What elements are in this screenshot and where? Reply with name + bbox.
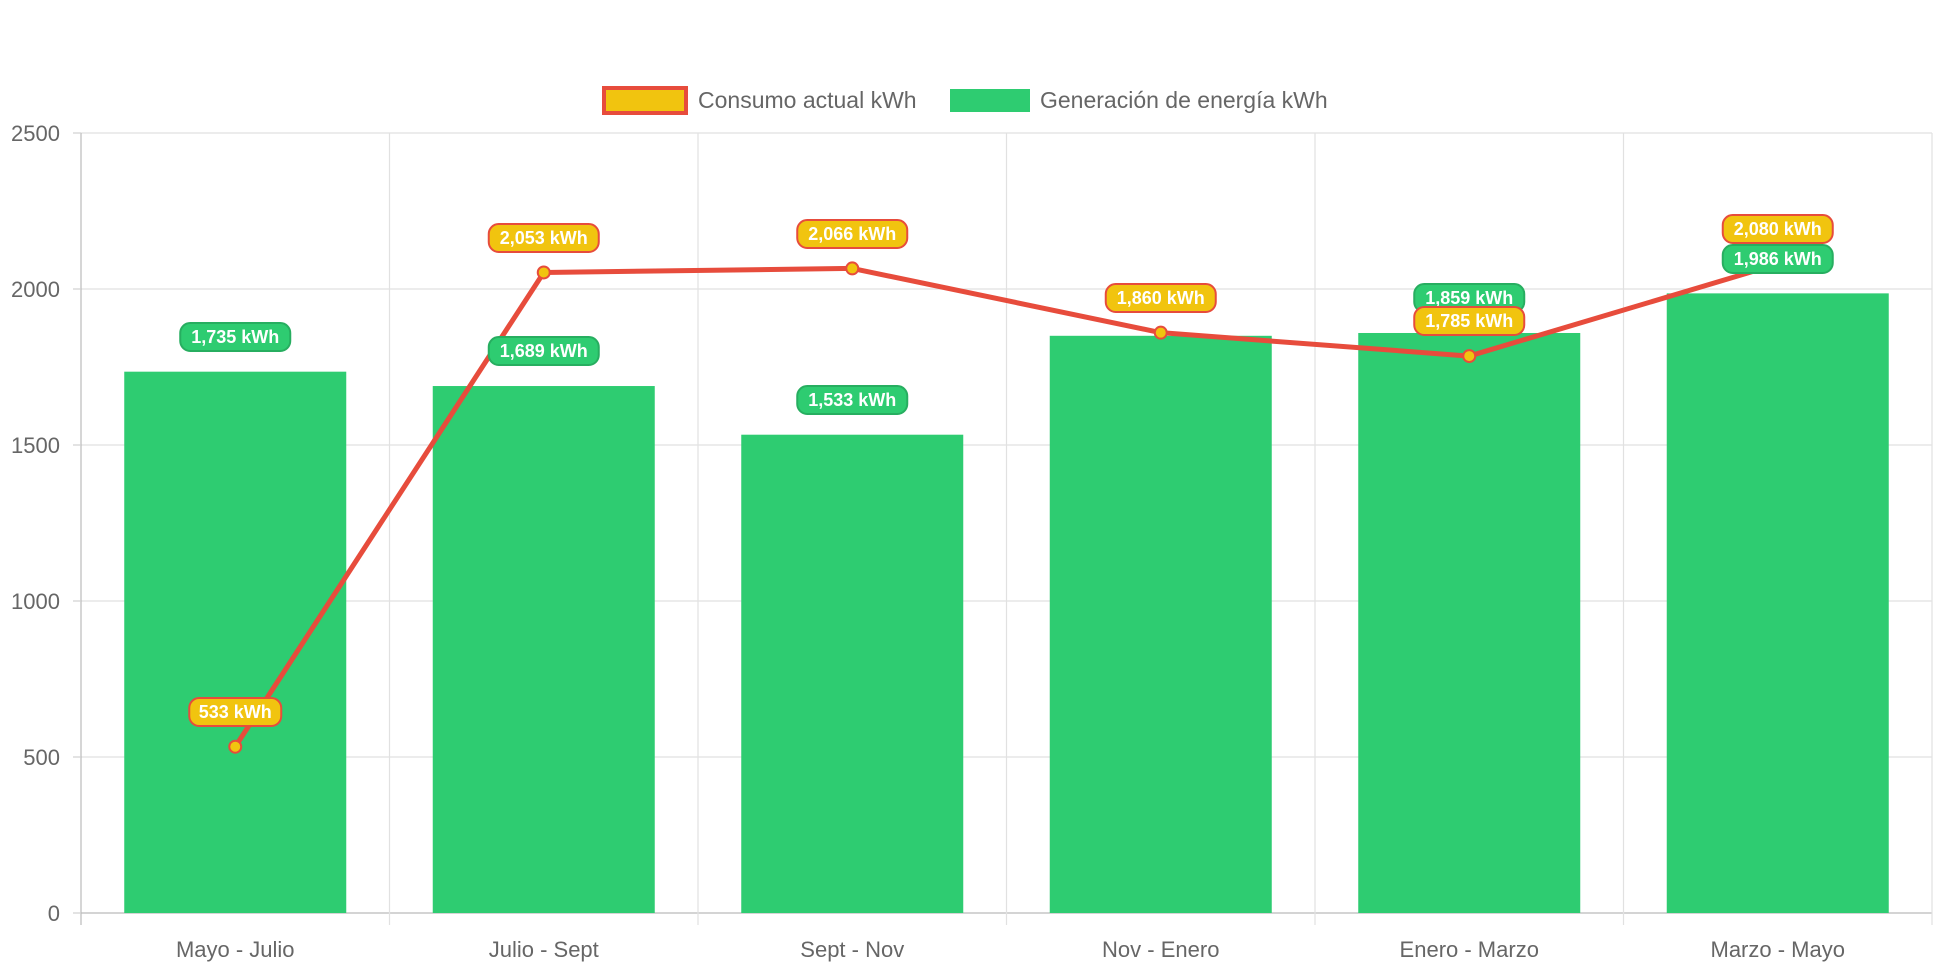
y-tick-label: 1000 <box>11 589 60 614</box>
bar-data-label-text: 1,859 kWh <box>1425 288 1513 308</box>
line-data-label-box <box>1721 214 1834 244</box>
x-tick-label: Mayo - Julio <box>176 937 295 962</box>
bar[interactable] <box>1358 332 1581 913</box>
line-point[interactable] <box>228 739 243 754</box>
line-data-label: 1,860 kWh <box>1104 283 1217 313</box>
bar-series <box>124 293 1889 914</box>
line-point[interactable] <box>1153 325 1168 340</box>
legend-swatch-generacion[interactable] <box>950 89 1030 112</box>
bar-data-label-text: 1,533 kWh <box>808 390 896 410</box>
legend: Consumo actual kWh Generación de energía… <box>602 86 1328 115</box>
bar-data-label: 1,859 kWh <box>1413 283 1526 313</box>
bar-data-label: 1,986 kWh <box>1721 244 1834 274</box>
x-tick-label: Nov - Enero <box>1102 937 1219 962</box>
line-data-label-box <box>1104 283 1217 313</box>
legend-label-consumo[interactable]: Consumo actual kWh <box>698 87 917 113</box>
bar-data-label-box <box>796 385 909 415</box>
bar-data-label-text: 1,689 kWh <box>500 341 588 361</box>
bar[interactable] <box>741 434 964 913</box>
line-data-label: 1,785 kWh <box>1413 306 1526 336</box>
bar-data-label-text: 1,735 kWh <box>191 327 279 347</box>
line-data-label-text: 2,080 kWh <box>1734 219 1822 239</box>
bar[interactable] <box>124 371 347 913</box>
x-axis: Mayo - Julio Julio - Sept Sept - Nov Nov - … <box>176 937 1845 962</box>
bar-data-labels: 1,735 kWh 1,689 kWh 1,533 kWh 1,859 kWh 1,98… <box>179 244 1834 415</box>
line-data-label-text: 1,785 kWh <box>1425 311 1513 331</box>
bar-data-label-box <box>1721 244 1834 274</box>
line-point[interactable] <box>1462 349 1477 364</box>
bar[interactable] <box>1049 335 1272 913</box>
line-data-label-box <box>487 223 600 253</box>
legend-label-generacion[interactable]: Generación de energía kWh <box>1040 87 1328 113</box>
line-data-label: 2,080 kWh <box>1721 214 1834 244</box>
line-data-label-box <box>188 697 283 727</box>
line-data-label: 2,066 kWh <box>796 219 909 249</box>
x-tick-label: Marzo - Mayo <box>1711 937 1845 962</box>
y-axis: 0 500 1000 1500 2000 2500 <box>11 121 81 926</box>
y-tick-label: 500 <box>23 745 60 770</box>
x-tick-label: Julio - Sept <box>489 937 599 962</box>
line-data-label-box <box>1413 306 1526 336</box>
line-data-label-text: 1,860 kWh <box>1117 288 1205 308</box>
line-data-label-text: 2,053 kWh <box>500 228 588 248</box>
bar-data-label: 1,689 kWh <box>487 336 600 366</box>
bar-data-label-box <box>487 336 600 366</box>
y-tick-label: 2500 <box>11 121 60 146</box>
bar-data-label: 1,735 kWh <box>179 322 292 352</box>
y-tick-label: 1500 <box>11 433 60 458</box>
x-tick-label: Enero - Marzo <box>1400 937 1539 962</box>
line-data-label: 2,053 kWh <box>487 223 600 253</box>
line-point[interactable] <box>845 261 860 276</box>
bar-data-label-text: 1,986 kWh <box>1734 249 1822 269</box>
bar[interactable] <box>432 386 655 914</box>
bar-data-label: 1,533 kWh <box>796 385 909 415</box>
line-data-label: 533 kWh <box>188 697 283 727</box>
line-point[interactable] <box>536 265 551 280</box>
y-tick-label: 2000 <box>11 277 60 302</box>
bar-data-label-box <box>179 322 292 352</box>
line-data-label-text: 2,066 kWh <box>808 224 896 244</box>
legend-swatch-consumo[interactable] <box>602 86 688 115</box>
bar[interactable] <box>1666 293 1889 913</box>
y-tick-label: 0 <box>48 901 60 926</box>
line-data-labels: 533 kWh 2,053 kWh 2,066 kWh 1,860 kWh 1,785 … <box>188 214 1834 727</box>
grid <box>80 132 1933 925</box>
line-data-label-box <box>796 219 909 249</box>
x-tick-label: Sept - Nov <box>800 937 904 962</box>
line-data-label-text: 533 kWh <box>199 702 272 722</box>
